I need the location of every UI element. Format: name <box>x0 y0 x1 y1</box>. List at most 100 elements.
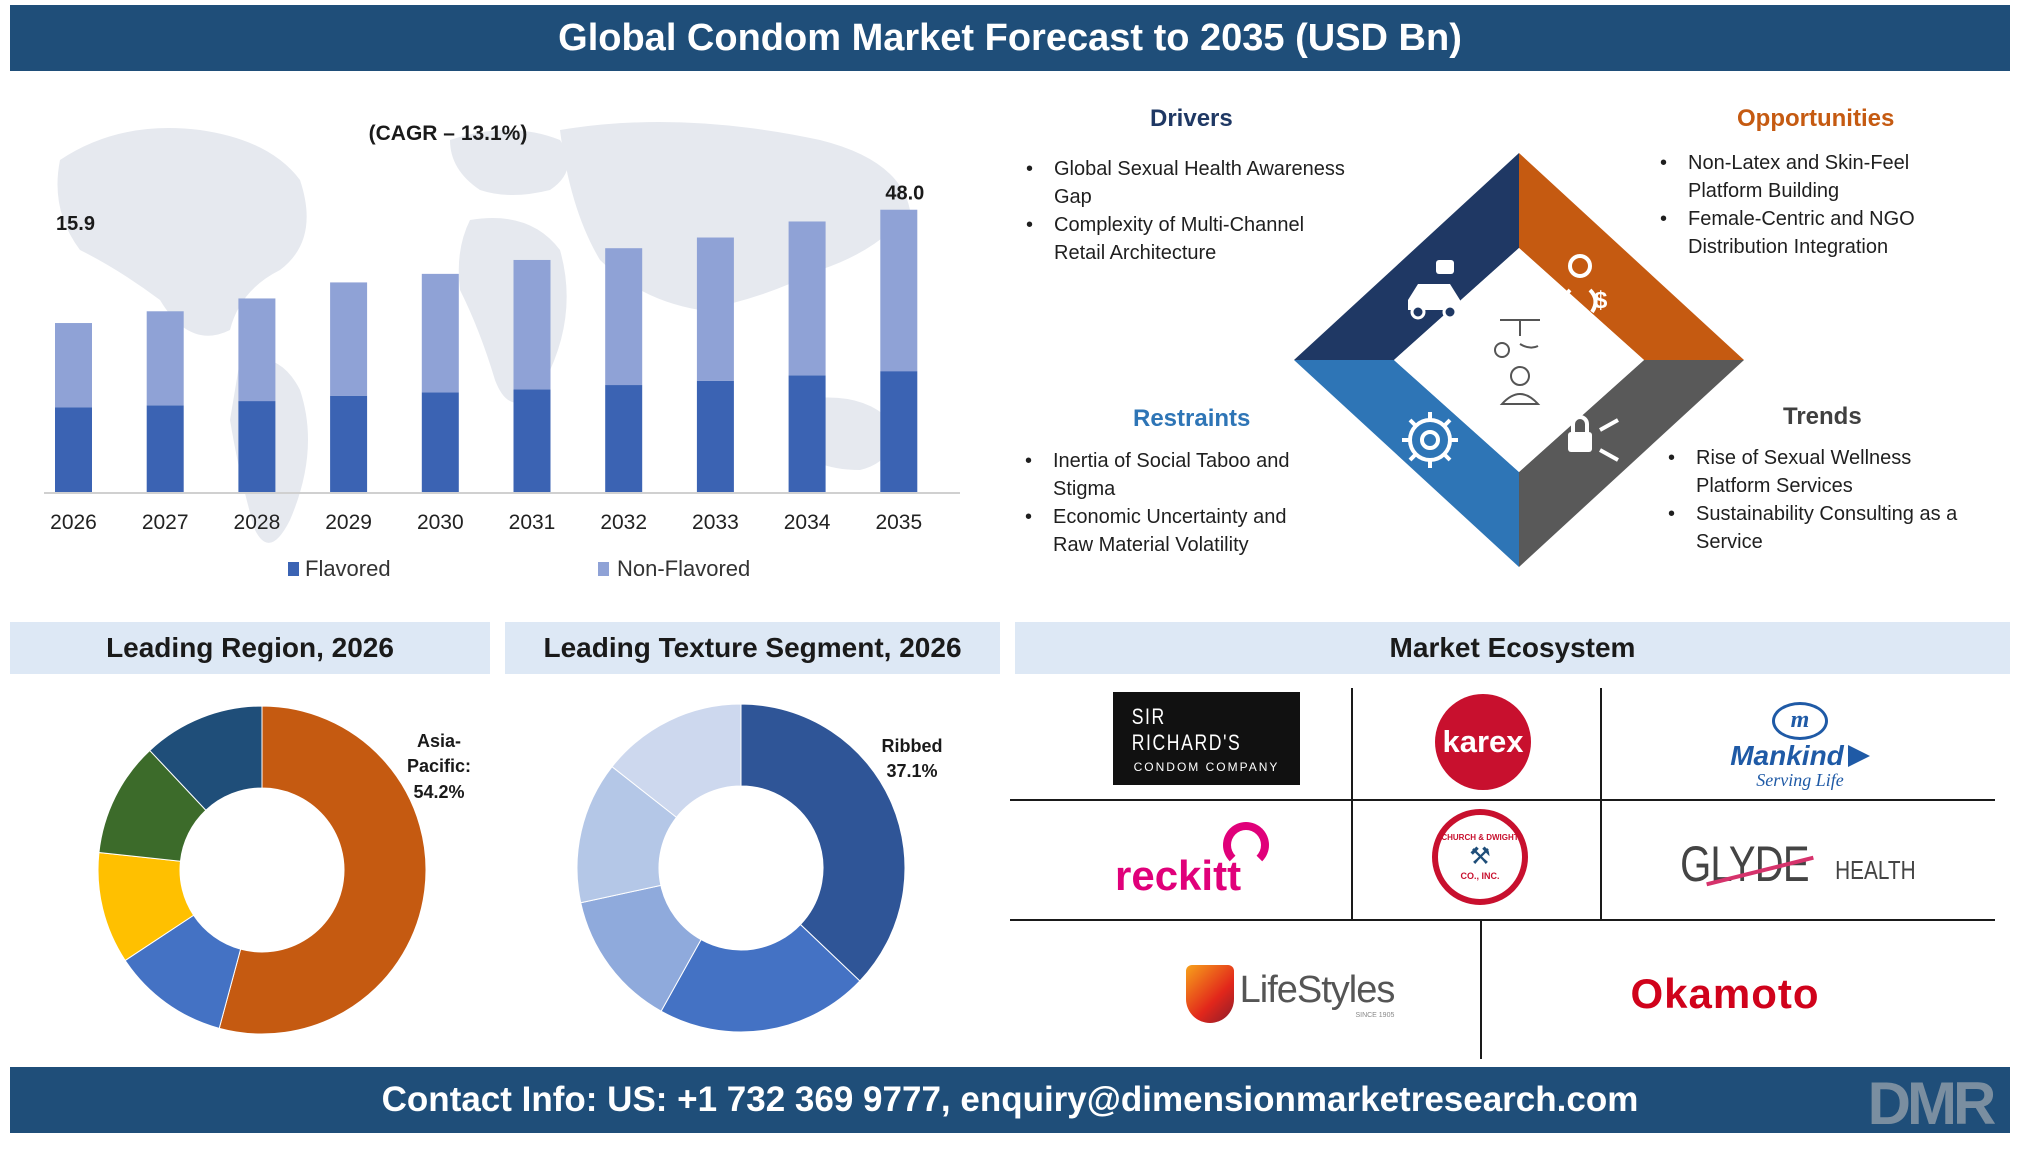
bar-total-label: 48.0 <box>885 183 924 205</box>
contact-info: Contact Info: US: +1 732 369 9777, enqui… <box>10 1067 2010 1133</box>
bar-non-flavored-2028 <box>238 298 276 402</box>
stacked-bar-chart: 2026 2027 2028 2029 2030 2031 2032 2033 2034 2035… <box>44 122 960 581</box>
mankind-emblem-icon: m <box>1772 701 1828 740</box>
region-donut-chart: Asia- Pacific: 54.2% <box>97 705 471 1035</box>
opportunities-list: Non-Latex and Skin-Feel Platform Buildin… <box>1658 149 1958 261</box>
gear-icon <box>1402 412 1458 468</box>
church-dwight-logo: CHURCH & DWIGHT ⚒ CO., INC. <box>1432 809 1528 905</box>
bar-flavored-2029 <box>330 395 368 493</box>
market-dynamics-diamond: $ <box>1294 153 1744 567</box>
market-ecosystem-heading: Market Ecosystem <box>1015 622 2010 674</box>
drivers-item: Complexity of Multi-Channel Retail Archi… <box>1024 211 1354 267</box>
bar-flavored-2034 <box>788 375 826 493</box>
region-callout-line2: Pacific: <box>407 756 471 776</box>
lock-network-icon <box>1568 415 1619 462</box>
region-callout-line1: Asia- <box>417 731 461 751</box>
texture-slice-1 <box>660 923 861 1033</box>
x-tick-label: 2032 <box>600 511 647 534</box>
reckitt-name: reckitt <box>1115 852 1242 899</box>
bar-non-flavored-2035 <box>880 209 918 372</box>
bar-non-flavored-2032 <box>605 248 643 386</box>
glyde-health-logo: GLYDE HEALTH <box>1665 819 1925 909</box>
trends-item: Sustainability Consulting as a Service <box>1666 500 1986 556</box>
x-tick-label: 2027 <box>142 511 189 534</box>
texture-callout-line1: Ribbed <box>882 736 943 756</box>
bar-non-flavored-2030 <box>421 273 459 393</box>
mankind-name: Mankind <box>1730 739 1844 771</box>
karex-logo: karex <box>1435 694 1531 790</box>
reckitt-swirl-icon <box>1223 822 1269 868</box>
bar-non-flavored-2029 <box>330 282 368 396</box>
restraints-item: Economic Uncertainty and Raw Material Vo… <box>1023 503 1323 559</box>
lifestyles-shield-icon <box>1185 965 1234 1023</box>
legend-swatch-flavored <box>288 562 299 576</box>
texture-slice-ribbed <box>740 703 906 982</box>
texture-slice-4 <box>611 703 742 819</box>
cagr-annotation: (CAGR – 13.1%) <box>369 122 528 145</box>
x-tick-label: 2028 <box>234 511 281 534</box>
sir-richards-name: SIR RICHARD'S <box>1131 703 1242 755</box>
bar-flavored-2028 <box>238 401 276 493</box>
money-cycle-icon: $ <box>1562 254 1608 314</box>
bar-non-flavored-2033 <box>696 237 734 381</box>
x-tick-label: 2034 <box>784 511 831 534</box>
dmr-brand-mark: DMR <box>1868 1070 1996 1132</box>
bar-non-flavored-2031 <box>513 259 551 390</box>
x-tick-label: 2026 <box>50 511 97 534</box>
church-dwight-bottom-text: CO., INC. <box>1460 871 1500 881</box>
opportunities-item: Female-Centric and NGO Distribution Inte… <box>1658 205 1958 261</box>
drivers-item: Global Sexual Health Awareness Gap <box>1024 155 1354 211</box>
texture-donut-chart: Ribbed 37.1% <box>576 703 943 1033</box>
x-tick-label: 2029 <box>325 511 372 534</box>
ecosystem-grid: SIR RICHARD'S CONDOM COMPANY karex m Man… <box>1010 684 2010 1064</box>
x-tick-label: 2035 <box>875 511 922 534</box>
page-title: Global Condom Market Forecast to 2035 (U… <box>10 5 2010 71</box>
opportunities-quadrant <box>1519 153 1744 360</box>
trends-item: Rise of Sexual Wellness Platform Service… <box>1666 444 1986 500</box>
sir-richards-logo: SIR RICHARD'S CONDOM COMPANY <box>1113 692 1300 785</box>
bar-non-flavored-2027 <box>146 311 184 406</box>
bar-flavored-2026 <box>55 407 92 493</box>
lifestyles-logo: LifeStyles SINCE 1905 <box>1175 954 1405 1034</box>
trends-quadrant <box>1519 360 1744 567</box>
lifestyles-name: LifeStyles <box>1239 969 1396 1011</box>
church-dwight-ring-text: CHURCH & DWIGHT <box>1441 833 1519 842</box>
bar-flavored-2031 <box>513 389 551 493</box>
ecosystem-divider <box>1480 919 1482 1059</box>
texture-callout-line2: 37.1% <box>886 761 937 781</box>
ecosystem-divider <box>1010 799 1995 801</box>
drivers-list: Global Sexual Health Awareness Gap Compl… <box>1024 155 1354 267</box>
bar-flavored-2030 <box>421 392 459 493</box>
region-slice-asia-pacific <box>218 705 427 1035</box>
drivers-heading: Drivers <box>1150 105 1233 132</box>
leading-texture-heading: Leading Texture Segment, 2026 <box>505 622 1000 674</box>
x-tick-label: 2033 <box>692 511 739 534</box>
reckitt-logo: reckitt <box>1105 814 1285 910</box>
lifestyles-since: SINCE 1905 <box>1355 1012 1395 1019</box>
ecosystem-divider <box>1351 688 1353 920</box>
restraints-item: Inertia of Social Taboo and Stigma <box>1023 447 1323 503</box>
bar-flavored-2027 <box>146 405 184 493</box>
bar-non-flavored-2034 <box>788 221 826 376</box>
opportunities-item: Non-Latex and Skin-Feel Platform Buildin… <box>1658 149 1958 205</box>
bar-flavored-2032 <box>605 385 643 493</box>
ecosystem-divider <box>1010 919 1995 921</box>
drivers-quadrant <box>1294 153 1519 360</box>
restraints-heading: Restraints <box>1133 405 1251 432</box>
okamoto-logo: Okamoto <box>1610 959 1840 1029</box>
trends-list: Rise of Sexual Wellness Platform Service… <box>1666 444 1986 556</box>
bar-total-label: 15.9 <box>56 213 95 235</box>
svg-text:$: $ <box>1594 287 1608 314</box>
bar-non-flavored-2026 <box>55 323 92 408</box>
trends-heading: Trends <box>1783 403 1862 430</box>
restraints-quadrant <box>1294 360 1519 567</box>
mankind-logo: m Mankind Serving Life <box>1670 696 1930 796</box>
bar-flavored-2035 <box>880 371 918 493</box>
mankind-arrow-icon <box>1847 744 1870 767</box>
x-tick-label: 2030 <box>417 511 464 534</box>
legend-label-non-flavored: Non-Flavored <box>617 556 750 581</box>
mankind-tagline: Serving Life <box>1756 769 1844 790</box>
legend-swatch-non-flavored <box>598 562 609 576</box>
chart-legend: Flavored Non-Flavored <box>288 556 750 581</box>
person-lamp-icon <box>1494 319 1541 405</box>
